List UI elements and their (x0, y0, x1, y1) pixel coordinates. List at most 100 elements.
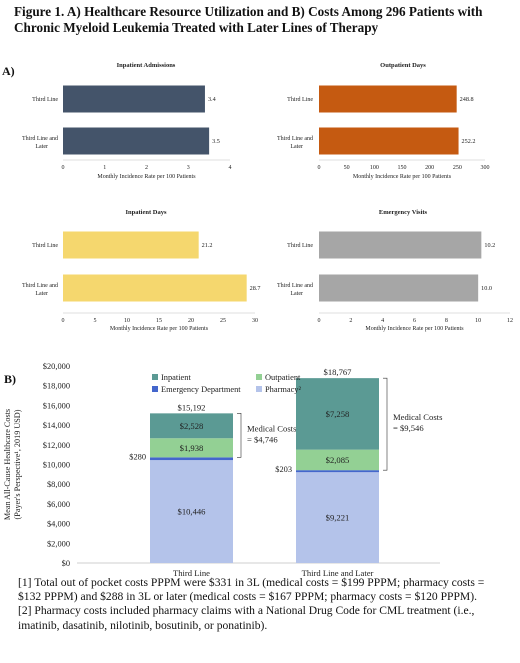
chart-3-tick-0: 0 (62, 318, 65, 324)
chart-2-x-axis-label: Monthly Incidence Rate per 100 Patients (353, 174, 452, 180)
chart-2-tick-300: 300 (481, 165, 490, 171)
figure-charts: Inpatient Admissions 3.4 Third Line 3.5 Thir… (3, 62, 513, 576)
chart-1-category-label-2b: Later (35, 144, 48, 150)
stacked-bar-2-inpatient (296, 378, 379, 450)
chart-1-tick-2: 2 (145, 165, 148, 171)
chart-1-value-label-2: 3.5 (212, 138, 220, 145)
chart-4-tick-10: 10 (475, 318, 481, 324)
chart-1-category-label-1: Third Line (32, 97, 58, 103)
stacked-label-outpatient-1: $1,938 (180, 443, 204, 453)
chart-3-category-label-2b: Later (35, 291, 48, 297)
chart-2-category-label-2b: Later (290, 144, 303, 150)
stacked-y-tick-3: $6,000 (47, 500, 70, 509)
chart-1-title: Inpatient Admissions (117, 62, 176, 69)
chart-2-tick-50: 50 (344, 165, 350, 171)
footnote-2: [2] Pharmacy costs included pharmacy cla… (18, 604, 475, 632)
stacked-y-tick-2: $4,000 (47, 520, 70, 529)
chart-4-tick-4: 4 (381, 318, 384, 324)
chart-3-value-label-1: 21.2 (202, 242, 213, 249)
legend-label-emergencydepartment: Emergency Department (161, 385, 241, 394)
stacked-y-tick-7: $14,000 (43, 421, 70, 430)
chart-3-tick-10: 10 (124, 318, 130, 324)
stacked-bar-2-outpatient (296, 449, 379, 471)
chart-2-tick-200: 200 (425, 165, 434, 171)
stacked-bar-2-pharmacy (296, 472, 379, 563)
medical-cost-label-1b: = $4,746 (247, 434, 278, 444)
chart-4-bar-1 (319, 231, 482, 259)
stacked-label-inpatient-2: $7,258 (326, 409, 350, 419)
stacked-bar-1-pharmacy (150, 460, 233, 563)
footnotes: [1] Total out of pocket costs PPPM were … (18, 576, 510, 633)
chart-2-category-label-2a: Third Line and (277, 136, 313, 142)
stacked-category-label-2: Third Line and Later (302, 568, 374, 576)
stacked-label-pharmacy-2: $9,221 (326, 513, 350, 523)
chart-4-category-label-2a: Third Line and (277, 283, 313, 289)
legend-swatch-pharmacy (256, 386, 262, 392)
stacked-bar-2-emergencydepartment (296, 470, 379, 473)
chart-3-category-label-2a: Third Line and (22, 283, 58, 289)
stacked-bar-1-outpatient (150, 438, 233, 458)
chart-4-category-label-1: Third Line (287, 243, 313, 249)
chart-3-tick-5: 5 (94, 318, 97, 324)
chart-2-value-label-2: 252.2 (462, 138, 476, 145)
panel-a-label: A) (2, 64, 15, 78)
medical-cost-bracket-1 (237, 413, 242, 458)
chart-1-bar-2 (63, 127, 210, 155)
panel-b-label: B) (4, 372, 16, 386)
stacked-y-tick-9: $18,000 (43, 382, 70, 391)
chart-1-bar-1 (63, 85, 205, 113)
chart-4-tick-6: 6 (413, 318, 416, 324)
legend-label-inpatient: Inpatient (161, 373, 191, 382)
stacked-y-tick-8: $16,000 (43, 401, 70, 410)
chart-2-tick-150: 150 (398, 165, 407, 171)
chart-3-value-label-2: 28.7 (250, 285, 261, 292)
chart-4-value-label-2: 10.0 (481, 285, 492, 292)
chart-1-value-label-1: 3.4 (208, 96, 216, 103)
chart-1-tick-4: 4 (229, 165, 232, 171)
legend-label-outpatient: Outpatient (265, 373, 301, 382)
legend-swatch-inpatient (152, 374, 158, 380)
chart-3-tick-30: 30 (252, 318, 258, 324)
chart-1-x-axis-label: Monthly Incidence Rate per 100 Patients (97, 174, 196, 180)
stacked-total-label-1: $15,192 (178, 402, 206, 412)
chart-1-tick-1: 1 (103, 165, 106, 171)
chart-3-x-axis-label: Monthly Incidence Rate per 100 Patients (110, 326, 209, 332)
figure-title: Figure 1. A) Healthcare Resource Utiliza… (14, 4, 483, 35)
chart-4-value-label-1: 10.2 (484, 242, 495, 249)
chart-4-tick-2: 2 (349, 318, 352, 324)
stacked-category-label-1: Third Line (173, 568, 210, 576)
chart-4-tick-8: 8 (445, 318, 448, 324)
stacked-y-tick-6: $12,000 (43, 441, 70, 450)
chart-3-bar-2 (63, 274, 247, 302)
stacked-label-outpatient-2: $2,085 (326, 455, 350, 465)
chart-4-tick-12: 12 (507, 318, 513, 324)
stacked-bar-1-emergencydepartment (150, 457, 233, 461)
stacked-y-tick-0: $0 (62, 559, 70, 568)
chart-4-title: Emergency Visits (379, 209, 428, 216)
legend-label-pharmacy: Pharmacy² (265, 385, 301, 394)
stacked-bar-1-inpatient (150, 413, 233, 439)
chart-3-tick-25: 25 (220, 318, 226, 324)
chart-3-tick-20: 20 (188, 318, 194, 324)
chart-1-tick-3: 3 (187, 165, 190, 171)
chart-2-tick-0: 0 (318, 165, 321, 171)
stacked-y-tick-5: $10,000 (43, 461, 70, 470)
medical-cost-label-1a: Medical Costs (247, 423, 297, 433)
chart-1-category-label-2a: Third Line and (22, 136, 58, 142)
medical-cost-label-2b: = $9,546 (393, 423, 424, 433)
medical-cost-bracket-2 (383, 377, 388, 471)
chart-2-bar-1 (319, 85, 457, 113)
stacked-y-axis-label: Mean All-Cause Healthcare Costs(Payer's … (3, 409, 22, 520)
chart-2-bar-2 (319, 127, 459, 155)
chart-4-category-label-2b: Later (290, 291, 303, 297)
footnote-1: [1] Total out of pocket costs PPPM were … (18, 576, 485, 604)
chart-1-tick-0: 0 (62, 165, 65, 171)
stacked-label-emergency-1: $280 (129, 452, 146, 461)
chart-2-tick-100: 100 (370, 165, 379, 171)
stacked-label-pharmacy-1: $10,446 (178, 507, 207, 517)
legend-swatch-emergencydepartment (152, 386, 158, 392)
chart-3-tick-15: 15 (156, 318, 162, 324)
chart-3-title: Inpatient Days (126, 209, 167, 216)
chart-2-tick-250: 250 (453, 165, 462, 171)
stacked-y-tick-1: $2,000 (47, 539, 70, 548)
